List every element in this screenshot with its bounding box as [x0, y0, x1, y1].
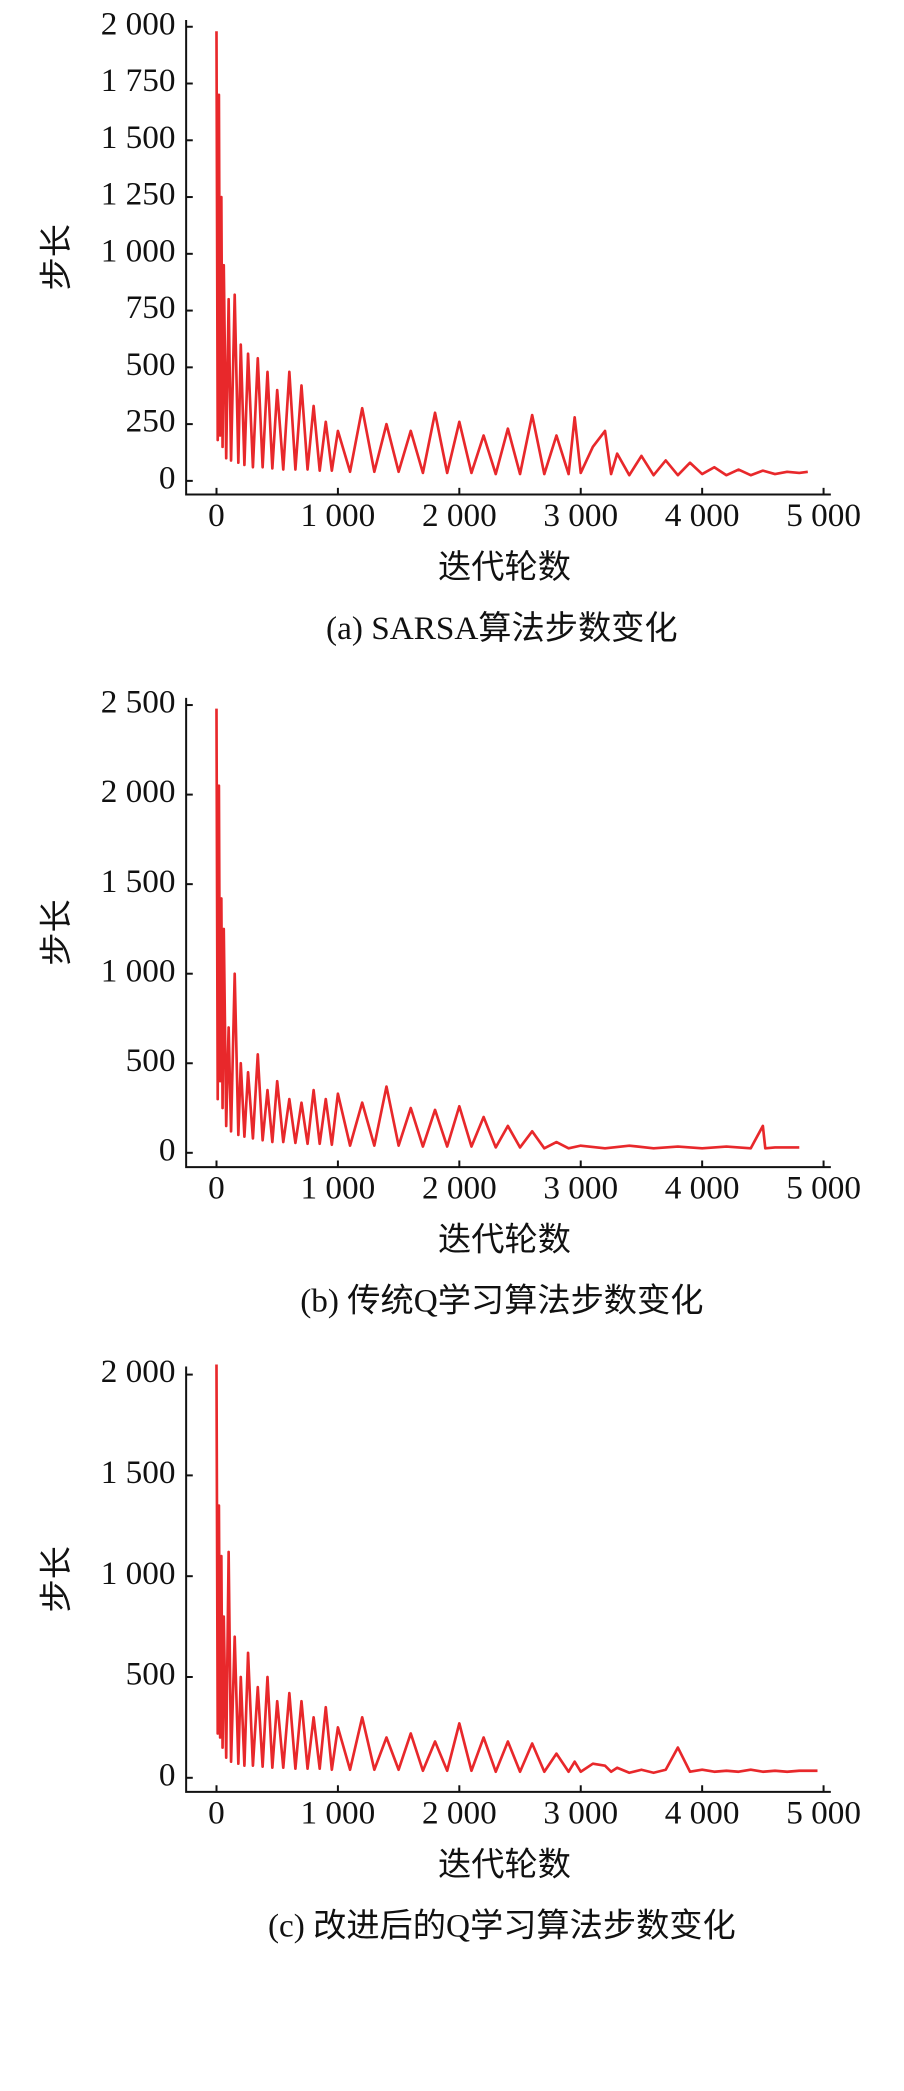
y-tick-label: 1 500 [101, 863, 176, 900]
x-tick-label: 3 000 [543, 497, 618, 534]
y-tick-label: 2 500 [101, 684, 176, 721]
axes [185, 697, 831, 1169]
x-tick-label: 2 000 [422, 497, 497, 534]
data-line [215, 31, 808, 477]
chart-caption: (a) SARSA算法步数变化 [326, 610, 678, 647]
x-tick-label: 1 000 [301, 497, 376, 534]
x-tick-label: 0 [208, 1794, 225, 1831]
x-axis-label: 迭代轮数 [438, 1222, 571, 1259]
axes [185, 19, 831, 496]
data-line [215, 1364, 818, 1775]
x-tick-label: 5 000 [786, 497, 861, 534]
y-tick-label: 1 250 [101, 176, 176, 213]
y-tick-label: 2 000 [101, 773, 176, 810]
x-axis-label: 迭代轮数 [438, 549, 571, 586]
y-tick-label: 500 [126, 346, 176, 383]
axes [185, 1366, 831, 1793]
y-tick-label: 2 000 [101, 5, 176, 42]
y-tick-label: 750 [126, 289, 176, 326]
y-axis-label: 步长 [38, 899, 75, 965]
y-tick-label: 1 500 [101, 1454, 176, 1491]
x-tick-label: 0 [208, 1170, 225, 1207]
x-tick-label: 2 000 [422, 1794, 497, 1831]
y-axis-label: 步长 [38, 224, 75, 290]
x-tick-label: 3 000 [543, 1170, 618, 1207]
y-tick-label: 0 [159, 1756, 176, 1793]
x-tick-label: 2 000 [422, 1170, 497, 1207]
y-tick-label: 2 000 [101, 1353, 176, 1390]
y-tick-label: 1 000 [101, 1555, 176, 1592]
x-tick-label: 1 000 [301, 1794, 376, 1831]
x-tick-label: 0 [208, 497, 225, 534]
y-tick-label: 250 [126, 403, 176, 440]
x-tick-label: 1 000 [301, 1170, 376, 1207]
y-axis-label: 步长 [38, 1546, 75, 1612]
x-tick-label: 5 000 [786, 1794, 861, 1831]
x-tick-label: 5 000 [786, 1170, 861, 1207]
x-tick-label: 3 000 [543, 1794, 618, 1831]
chart-caption: (c) 改进后的Q学习算法步数变化 [268, 1907, 736, 1944]
y-tick-label: 500 [126, 1656, 176, 1693]
y-tick-label: 0 [159, 460, 176, 497]
data-line [215, 708, 800, 1150]
x-tick-label: 4 000 [665, 1794, 740, 1831]
y-tick-label: 1 750 [101, 62, 176, 99]
x-tick-label: 4 000 [665, 1170, 740, 1207]
x-axis-label: 迭代轮数 [438, 1846, 571, 1883]
y-tick-label: 1 000 [101, 952, 176, 989]
chart-caption: (b) 传统Q学习算法步数变化 [300, 1283, 703, 1320]
y-tick-label: 500 [126, 1042, 176, 1079]
y-tick-label: 0 [159, 1131, 176, 1168]
y-tick-label: 1 000 [101, 232, 176, 269]
y-tick-label: 1 500 [101, 119, 176, 156]
x-tick-label: 4 000 [665, 497, 740, 534]
